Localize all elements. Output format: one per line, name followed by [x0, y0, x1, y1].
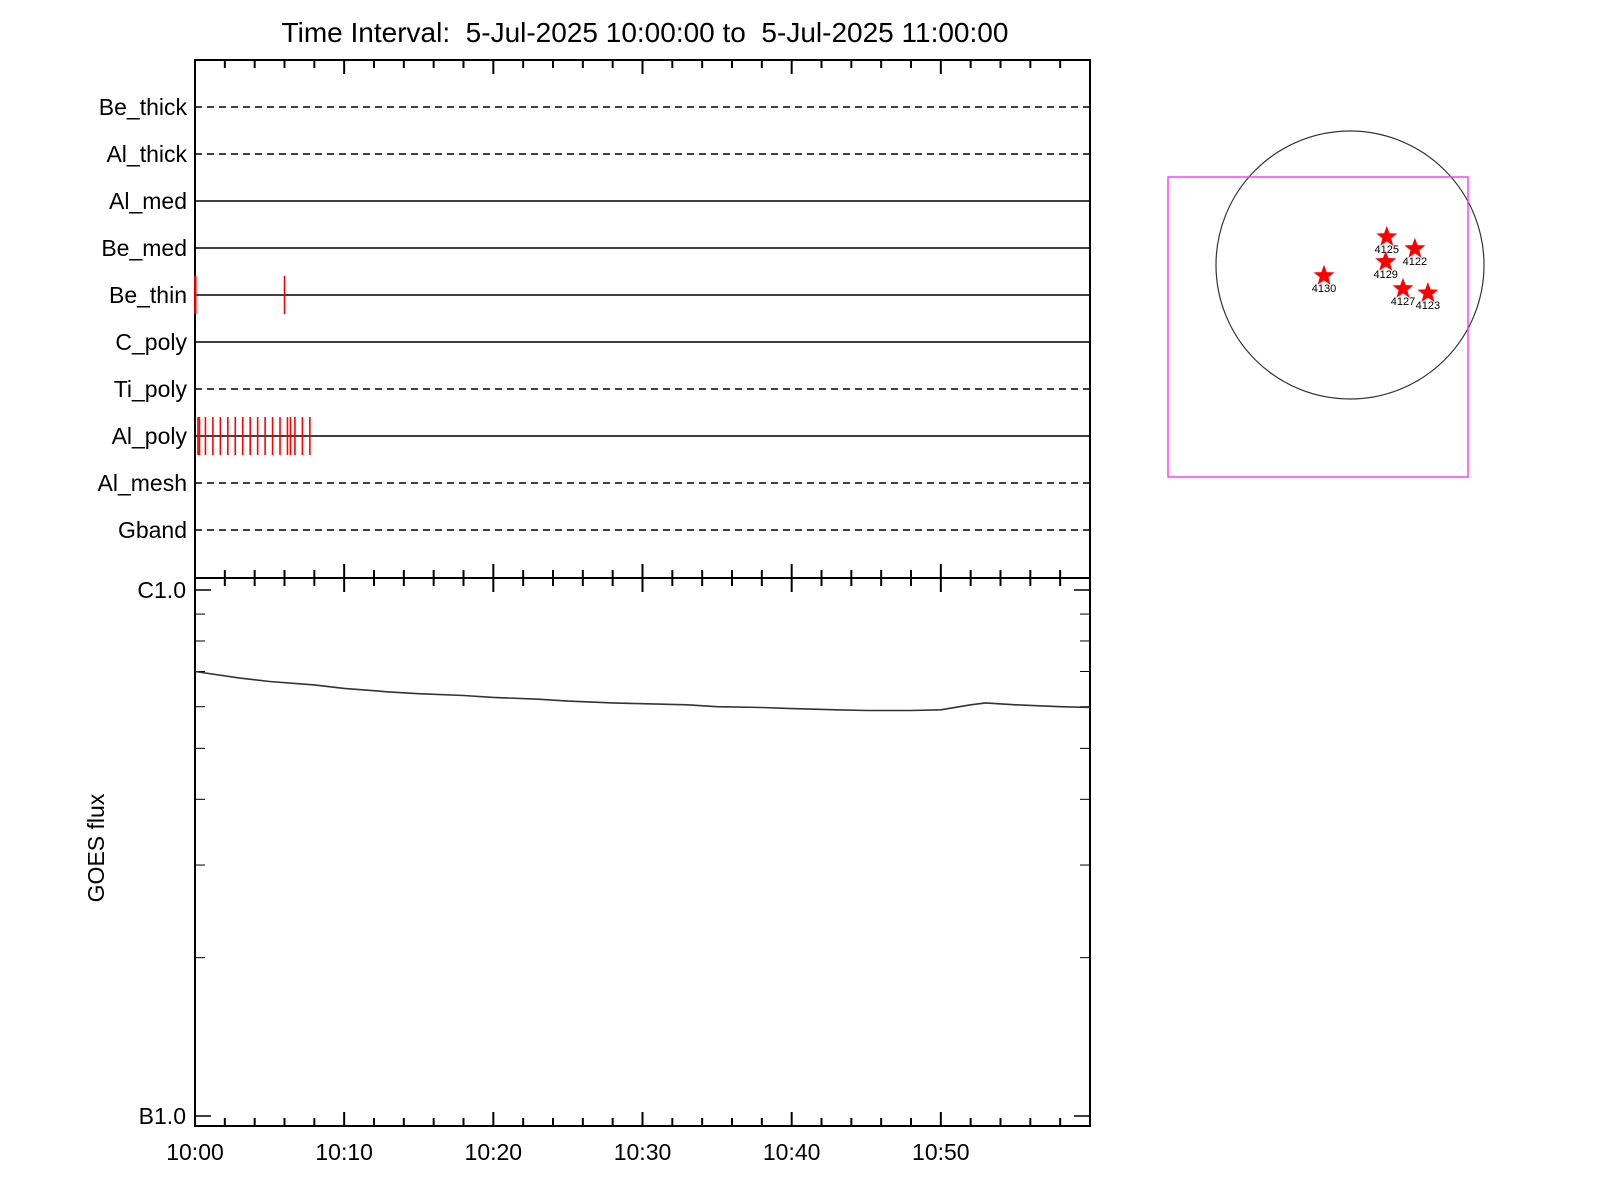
solar-disk [1215, 130, 1485, 400]
row-label: Ti_poly [114, 376, 188, 402]
row-label: Be_med [101, 235, 187, 261]
field-of-view-box [1167, 176, 1469, 478]
x-tick-label: 10:20 [465, 1139, 523, 1165]
active-region-star [1404, 237, 1426, 258]
row-label: Gband [118, 517, 187, 543]
flux-line [194, 670, 1091, 712]
filter-timeline-panel: Be_thick Al_thick Al_med Be_med Be_thin C_pol… [98, 59, 1091, 579]
x-tick-label: 10:30 [614, 1139, 672, 1165]
active-region-star [1375, 250, 1397, 271]
chart-title: Time Interval: 5-Jul-2025 10:00:00 to 5-… [282, 17, 1009, 48]
active-region-star [1417, 282, 1439, 302]
active-region-label: 4122 [1403, 256, 1427, 268]
sun-map-panel: 4125 4122 4129 4130 4127 4123 [1167, 130, 1485, 478]
row-label: Al_thick [106, 141, 187, 167]
x-tick-label: 10:50 [912, 1139, 970, 1165]
row-label: Be_thin [109, 282, 187, 308]
goes-flux-panel: 10:00 10:10 10:20 10:30 10:40 10:50 C1.0 B1.0 GO… [83, 577, 1091, 1165]
row-label: Al_med [109, 188, 187, 214]
y-tick-label: C1.0 [137, 577, 186, 603]
active-region-label: 4123 [1416, 300, 1440, 312]
flux-frame [194, 577, 1091, 1127]
active-region-label: 4130 [1312, 283, 1336, 295]
x-tick-label: 10:40 [763, 1139, 821, 1165]
active-region-star [1376, 225, 1398, 246]
active-region-label: 4127 [1391, 296, 1415, 308]
row-label: Al_mesh [98, 470, 187, 496]
x-tick-label: 10:00 [166, 1139, 224, 1165]
active-region-label: 4125 [1375, 244, 1399, 256]
y-tick-label: B1.0 [139, 1103, 186, 1129]
active-region-label: 4129 [1373, 269, 1397, 281]
timeline-frame [194, 59, 1091, 579]
x-tick-label: 10:10 [315, 1139, 373, 1165]
active-region-star [1313, 264, 1335, 285]
row-label: Be_thick [99, 94, 188, 120]
row-label: Al_poly [112, 423, 188, 449]
row-label: C_poly [115, 329, 187, 355]
y-axis-label: GOES flux [83, 793, 109, 902]
active-region-star [1392, 277, 1414, 298]
